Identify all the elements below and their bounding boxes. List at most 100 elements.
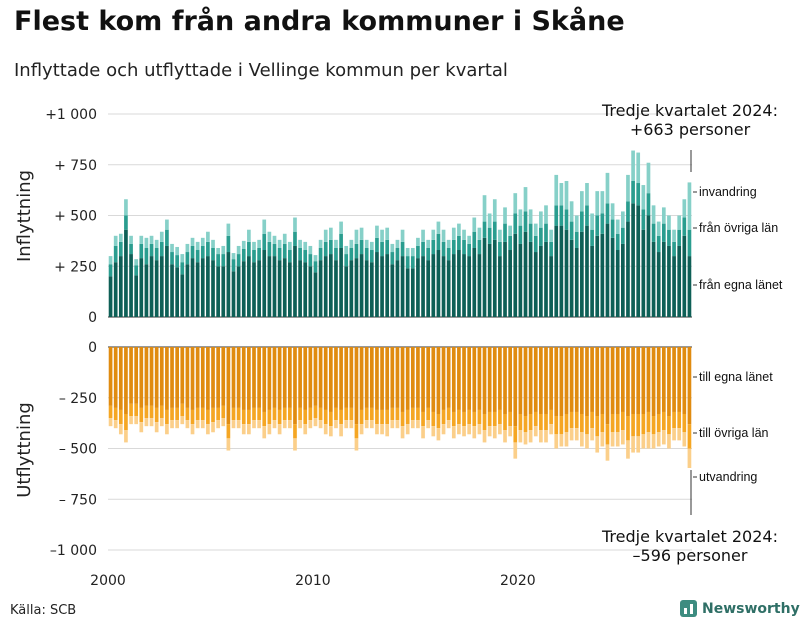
bar-in-immigration [539,211,543,228]
bar-out-emigration [303,424,308,435]
bar-out-other [288,407,292,421]
bar-out-emigration [180,416,185,425]
bar-in-other [451,239,456,255]
bar-out-emigration [288,420,292,429]
bar-in-own [410,268,415,317]
bar-out-emigration [231,420,236,429]
bar-out-own [354,347,359,425]
bar-in-own [303,262,308,317]
bar-in-other [651,223,656,242]
bar-out-emigration [436,428,441,441]
bar-out-emigration [462,426,466,437]
bar-in-other [554,205,559,226]
bar-out-other [585,416,589,435]
bar-out-other [124,413,128,431]
bar-in-own [426,260,431,317]
bar-in-other [667,229,671,246]
bar-out-emigration [498,424,502,435]
bar-in-own [236,266,241,317]
bar-in-own [344,266,349,317]
bar-out-other [308,407,313,421]
bar-out-own [487,347,492,412]
bar-out-own [277,347,282,410]
bar-in-own [569,239,574,317]
bar-in-immigration [610,203,615,220]
bar-in-own [170,264,174,317]
bar-out-own [144,347,149,406]
bar-in-own [364,260,369,317]
bar-out-other [508,411,512,427]
bar-out-own [200,347,205,408]
bar-in-own [277,260,282,317]
bar-in-other [180,262,185,275]
bar-out-other [462,411,466,427]
bar-in-immigration [211,239,215,248]
bar-in-own [544,241,548,317]
bar-in-other [446,247,451,261]
bar-in-own [513,233,518,317]
bar-out-other [139,407,144,423]
bar-out-emigration [651,434,656,449]
bar-in-immigration [395,239,400,248]
bar-in-other [656,235,661,253]
bar-out-own [375,347,379,410]
bar-out-emigration [364,420,369,429]
bar-in-immigration [344,245,349,255]
bar-out-emigration [656,432,661,447]
bar-out-emigration [108,418,113,427]
bar-in-own [585,225,589,317]
bar-out-own [416,347,420,408]
bar-out-other [195,407,200,421]
bar-in-other [436,233,441,251]
bar-in-other [544,223,548,242]
bar-out-emigration [334,420,338,429]
bar-in-immigration [677,215,682,230]
bar-in-own [498,256,502,317]
bar-out-other [200,407,205,421]
bar-in-other [641,209,646,230]
bar-in-immigration [334,239,338,248]
bar-in-own [559,225,564,317]
bar-in-immigration [523,187,528,212]
bar-in-own [651,241,656,317]
bar-out-other [472,411,477,427]
bar-out-other [426,407,431,421]
bar-out-own [400,347,405,412]
bar-out-other [492,411,497,427]
bar-in-own [421,256,425,317]
bar-out-own [682,347,687,414]
bar-out-own [339,347,343,410]
bar-in-other [221,254,226,267]
bar-in-other [364,247,369,261]
bar-out-own [513,347,518,427]
bar-in-own [149,256,154,317]
bar-out-other [590,411,594,429]
bar-out-emigration [252,420,256,429]
bar-out-other [467,409,472,425]
bar-out-other [257,407,261,421]
bar-out-other [615,413,620,433]
bar-in-own [605,223,610,317]
bar-in-other [518,225,523,244]
bar-in-immigration [498,229,502,242]
bar-in-own [462,254,466,317]
y-tick-top: + 250 [54,259,97,275]
bar-in-other [323,241,328,257]
bar-in-own [626,221,630,317]
bar-out-other [436,413,441,429]
bar-in-other [395,247,400,261]
bar-in-immigration [687,182,692,230]
bar-in-immigration [431,229,436,240]
bar-out-own [431,347,436,412]
bar-in-other [559,205,564,226]
bar-in-other [211,247,215,261]
bar-out-other [451,411,456,427]
bar-in-own [124,229,128,317]
bar-in-own [533,252,538,317]
bar-out-own [636,347,641,414]
bar-in-other [682,217,687,236]
bar-in-immigration [282,233,287,244]
bar-out-own [323,347,328,410]
bar-out-other [595,416,600,437]
bar-out-own [446,347,451,408]
